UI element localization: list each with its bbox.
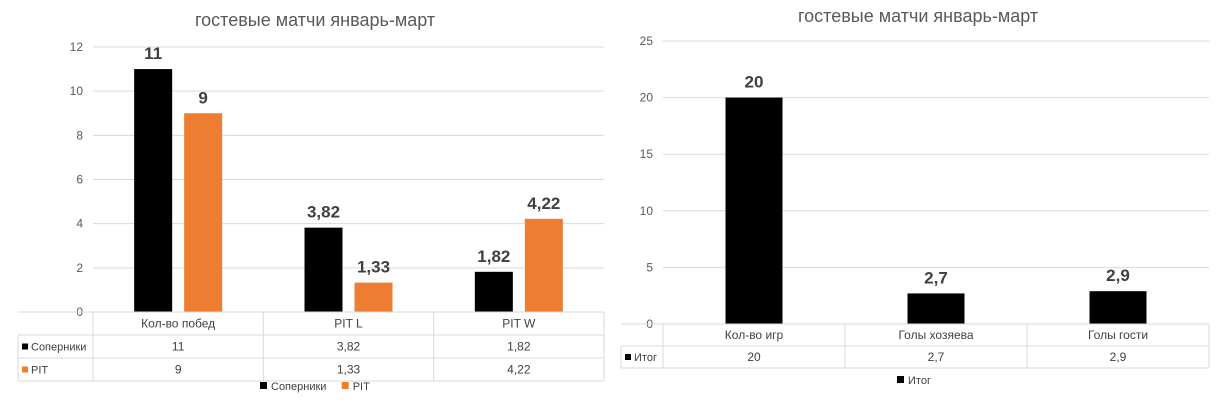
data-label: 1,33 xyxy=(357,258,390,277)
legend-key xyxy=(22,366,28,373)
table-value: 11 xyxy=(172,340,185,354)
data-label: 4,22 xyxy=(527,194,560,213)
category-label: PIT L xyxy=(334,317,363,331)
legend-label: Соперники xyxy=(271,381,326,393)
legend-label: PIT xyxy=(353,381,370,393)
y-tick-label: 8 xyxy=(76,128,83,142)
data-label: 3,82 xyxy=(307,203,340,222)
category-label: Кол-во игр xyxy=(725,328,784,342)
bar xyxy=(907,293,965,324)
data-label: 20 xyxy=(745,73,764,92)
y-tick-label: 6 xyxy=(76,173,83,187)
table-value: 2,7 xyxy=(928,350,945,364)
y-tick-label: 20 xyxy=(640,91,654,105)
bar xyxy=(134,69,173,312)
table-series-name: PIT xyxy=(31,365,48,377)
bar xyxy=(184,113,223,312)
data-label: 11 xyxy=(144,44,162,63)
legend-key xyxy=(341,382,349,389)
y-tick-label: 10 xyxy=(70,84,84,98)
table-value: 3,82 xyxy=(337,340,361,354)
bar xyxy=(1089,291,1147,324)
chart-title: гостевые матчи январь-март xyxy=(798,6,1039,26)
y-tick-label: 12 xyxy=(70,40,84,54)
y-tick-label: 15 xyxy=(640,147,654,161)
category-label: PIT W xyxy=(502,317,536,331)
chart-title: гостевые матчи январь-март xyxy=(195,10,436,30)
table-value: 9 xyxy=(175,363,182,377)
y-tick-label: 5 xyxy=(646,260,653,274)
category-label: Голы хозяева xyxy=(898,328,973,342)
bar xyxy=(354,282,393,312)
y-tick-label: 4 xyxy=(76,217,83,231)
y-tick-label: 2 xyxy=(76,261,83,275)
table-value: 1,33 xyxy=(337,363,361,377)
y-tick-label: 25 xyxy=(640,34,654,48)
category-label: Кол-во побед xyxy=(141,317,215,331)
chart-home-away-wins: гостевые матчи январь-март 0 2 4 6 8 10 12 11 3,… xyxy=(17,10,605,393)
table-value: 4,22 xyxy=(507,363,531,377)
bar xyxy=(474,271,513,312)
table-value: 2,9 xyxy=(1110,350,1127,364)
table-series-name: Соперники xyxy=(31,342,86,354)
bar xyxy=(524,218,563,312)
table-value: 1,82 xyxy=(507,340,531,354)
data-label: 1,82 xyxy=(477,247,510,266)
table-value: 20 xyxy=(747,350,761,364)
legend-key xyxy=(260,382,267,389)
legend-key xyxy=(22,343,28,350)
data-label: 2,9 xyxy=(1106,266,1130,285)
y-tick-label: 10 xyxy=(640,204,654,218)
category-label: Голы гости xyxy=(1088,328,1148,342)
bar xyxy=(304,227,343,312)
bar xyxy=(725,97,783,324)
legend-key xyxy=(897,376,904,383)
legend-key xyxy=(625,354,631,360)
chart-totals: гостевые матчи январь-март 0 5 10 15 20 25 20 2… xyxy=(612,0,1224,406)
data-label: 9 xyxy=(198,88,207,107)
legend-label: Итог xyxy=(908,375,931,387)
data-label: 2,7 xyxy=(924,268,948,287)
table-series-name: Итог xyxy=(634,352,657,364)
